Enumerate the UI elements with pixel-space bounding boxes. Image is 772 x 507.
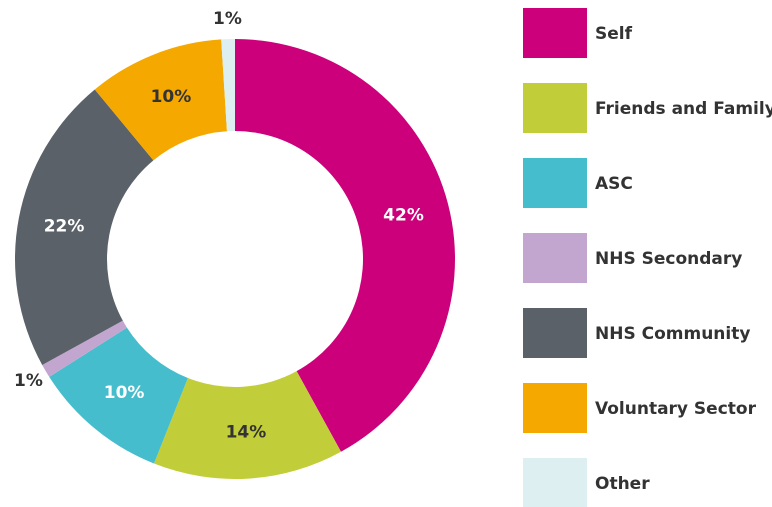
- legend-swatch: [523, 158, 587, 208]
- legend-label: ASC: [595, 174, 633, 194]
- donut-slice: [94, 39, 227, 161]
- legend-swatch: [523, 83, 587, 133]
- donut-slice: [235, 39, 456, 452]
- slice-label: 10%: [104, 383, 145, 403]
- slice-label: 42%: [383, 206, 424, 226]
- legend-swatch: [523, 383, 587, 433]
- donut-slice: [49, 327, 188, 464]
- legend-label: Other: [595, 474, 650, 494]
- slice-label: 1%: [14, 371, 43, 391]
- slice-label: 14%: [226, 423, 267, 443]
- legend-swatch: [523, 308, 587, 358]
- donut-slice: [154, 371, 341, 479]
- donut-slice: [42, 320, 127, 377]
- legend-swatch: [523, 233, 587, 283]
- legend-swatch: [523, 8, 587, 58]
- legend-label: Friends and Family: [595, 99, 772, 119]
- legend-label: Voluntary Sector: [595, 399, 757, 419]
- legend-label: Self: [595, 24, 633, 44]
- legend-label: NHS Secondary: [595, 249, 742, 269]
- donut-slice: [221, 39, 235, 132]
- donut-slice: [15, 89, 154, 365]
- slice-label: 10%: [151, 87, 192, 107]
- legend-swatch: [523, 458, 587, 507]
- slice-label: 1%: [213, 9, 242, 29]
- slice-label: 22%: [44, 216, 85, 236]
- legend-label: NHS Community: [595, 324, 750, 344]
